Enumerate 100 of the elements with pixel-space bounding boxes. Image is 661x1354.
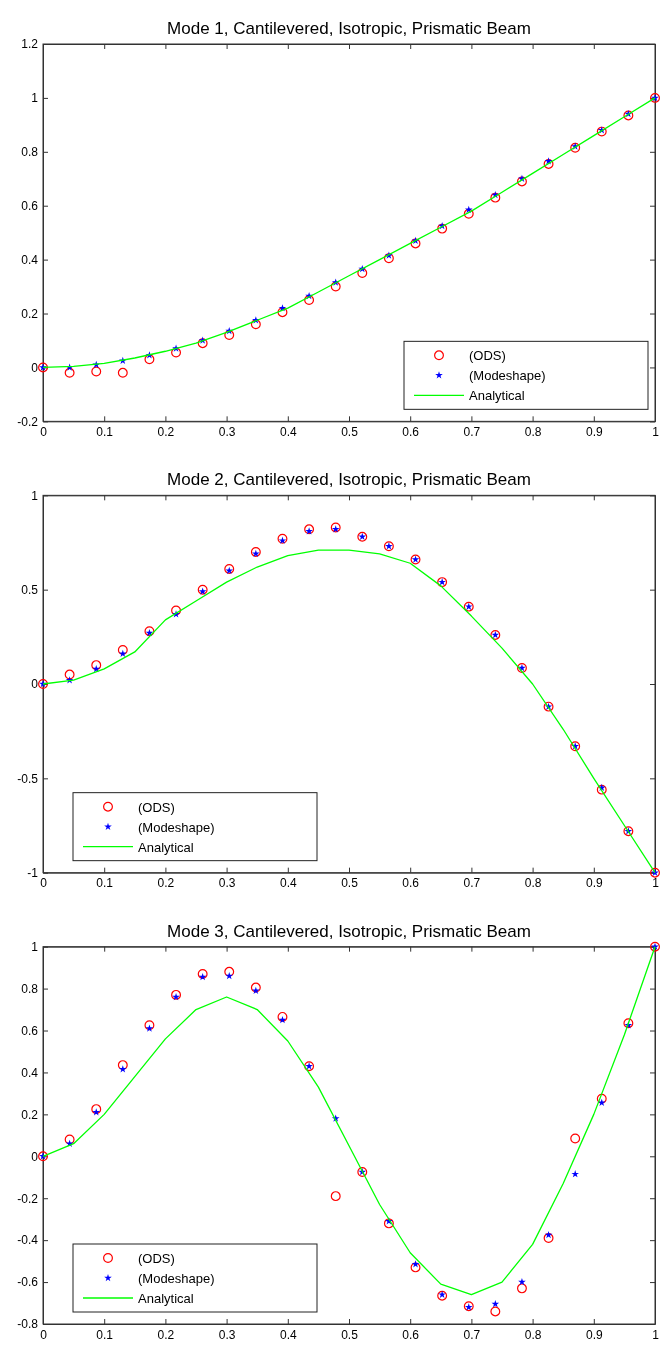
legend-label: Analytical [469, 388, 525, 404]
point [490, 1306, 501, 1317]
point [596, 1093, 607, 1104]
x-tick-label: 0.6 [402, 876, 420, 891]
x-tick-label: 0.1 [96, 876, 114, 891]
x-tick-label: 0.3 [218, 1327, 236, 1342]
x-tick-label: 0.4 [279, 876, 297, 891]
x-tick-label: 0.6 [402, 424, 420, 439]
point [144, 1020, 155, 1031]
y-tick-label: -0.4 [17, 1233, 39, 1248]
x-tick-label: 0.8 [524, 1327, 542, 1342]
point [463, 208, 474, 219]
y-tick-label: 0.8 [21, 981, 39, 996]
legend-label: (Modeshape) [469, 368, 546, 384]
chart-title: Mode 3, Cantilevered, Isotropic, Prismatic Beam [167, 921, 531, 941]
chart-title: Mode 2, Cantilevered, Isotropic, Prismatic Beam [167, 470, 531, 490]
y-tick-label: 0 [31, 677, 39, 692]
x-tick-label: 0.3 [218, 876, 236, 891]
x-tick-label: 0.8 [524, 424, 542, 439]
point [410, 1262, 421, 1273]
y-tick-label: -1 [27, 866, 39, 881]
point [252, 986, 260, 994]
y-tick-label: 0.2 [21, 1107, 39, 1122]
legend-label: (ODS) [469, 348, 506, 364]
point [171, 605, 182, 616]
point [197, 338, 208, 349]
y-tick-label: 0.2 [21, 306, 39, 321]
x-tick-label: 0.9 [585, 1327, 603, 1342]
point [518, 1278, 526, 1286]
point [171, 347, 182, 358]
point [490, 192, 501, 203]
x-tick-label: 0.7 [463, 424, 481, 439]
x-tick-label: 0.5 [341, 876, 359, 891]
y-tick-label: -0.8 [17, 1317, 39, 1332]
x-tick-label: 0.8 [524, 876, 542, 891]
point [91, 366, 102, 377]
x-tick-label: 1 [652, 876, 660, 891]
point [383, 1218, 394, 1229]
point [250, 319, 261, 330]
point [145, 1024, 154, 1032]
point [250, 982, 261, 993]
x-tick-label: 0.1 [96, 1327, 114, 1342]
y-tick-label: -0.2 [17, 1191, 39, 1206]
legend-label: (ODS) [138, 1251, 175, 1266]
point [277, 1011, 288, 1022]
point [117, 367, 128, 378]
point [117, 645, 128, 655]
point [91, 1104, 102, 1115]
point [304, 295, 315, 306]
point [516, 176, 527, 187]
y-tick-label: 0.4 [21, 252, 39, 267]
legend-label: (Modeshape) [138, 819, 215, 835]
point [117, 1060, 128, 1071]
y-tick-label: 1 [31, 940, 39, 955]
point [571, 1170, 579, 1178]
y-tick-label: 0.6 [21, 1023, 39, 1038]
y-tick-label: 0.6 [21, 199, 39, 214]
point [92, 1108, 101, 1116]
x-tick-label: 0.5 [341, 424, 359, 439]
point [330, 1191, 341, 1202]
x-tick-label: 0.2 [157, 876, 175, 891]
x-tick-label: 0.2 [157, 424, 175, 439]
x-tick-label: 0.5 [341, 1327, 359, 1342]
x-tick-label: 0.9 [585, 424, 603, 439]
y-tick-label: 1 [31, 91, 39, 106]
point [543, 158, 554, 169]
legend-label: (ODS) [138, 799, 175, 815]
x-tick-label: 0.6 [402, 1327, 420, 1342]
x-tick-label: 0.2 [157, 1327, 175, 1342]
x-tick-label: 0.1 [96, 424, 114, 439]
point [225, 972, 234, 980]
y-tick-label: 0 [31, 1149, 39, 1164]
legend-label: (Modeshape) [138, 1271, 215, 1286]
x-tick-label: 0.7 [463, 876, 481, 891]
point [410, 238, 421, 249]
point [64, 1134, 75, 1145]
y-tick-label: 0.4 [21, 1065, 39, 1080]
point [516, 1283, 527, 1294]
point [383, 253, 394, 264]
point [224, 330, 235, 341]
x-tick-label: 0.3 [218, 424, 236, 439]
y-tick-label: 1 [31, 488, 39, 503]
point [144, 354, 155, 365]
x-tick-label: 0.4 [279, 1327, 297, 1342]
x-tick-label: 1 [652, 1327, 660, 1342]
point [64, 367, 75, 378]
legend-label: Analytical [138, 1291, 194, 1306]
y-tick-label: -0.2 [17, 414, 39, 429]
chart-title: Mode 1, Cantilevered, Isotropic, Prismatic Beam [167, 19, 531, 38]
y-tick-label: -0.6 [17, 1275, 39, 1290]
point [224, 966, 235, 977]
point [91, 660, 102, 671]
point [543, 1233, 554, 1244]
legend-label: Analytical [138, 839, 194, 855]
point [119, 1065, 127, 1073]
y-tick-label: 1.2 [21, 37, 39, 52]
point [411, 1260, 420, 1268]
y-tick-label: 0.8 [21, 145, 39, 160]
y-tick-label: 0.5 [21, 583, 39, 598]
point [570, 1133, 581, 1144]
